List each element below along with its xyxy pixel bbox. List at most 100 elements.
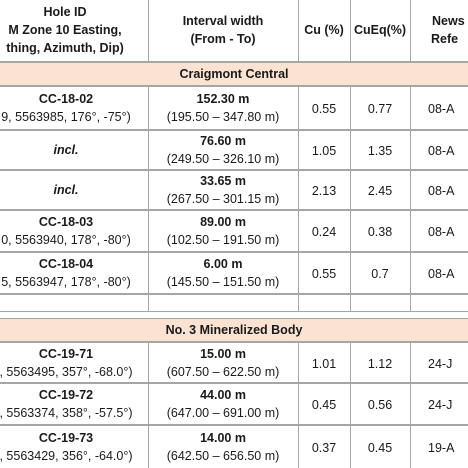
hole-id: CC-18-04 [38, 257, 94, 271]
section-title: Craigmont Central [179, 67, 289, 81]
cu: 0.55 [311, 267, 337, 281]
header-cueq: CuEq(%) [353, 23, 407, 37]
hole-id: CC-19-71 [38, 346, 94, 361]
hole-id: CC-19-73 [38, 431, 94, 445]
cell-border [298, 426, 299, 468]
news-ref: 24-J [428, 398, 453, 412]
hole-id: incl. [53, 143, 79, 157]
interval: 76.60 m [200, 134, 246, 148]
cu: 1.05 [311, 144, 337, 158]
cu: 0.45 [311, 398, 337, 412]
cell-border [350, 171, 351, 209]
cell-border [148, 384, 149, 424]
news-ref: 08-A [428, 144, 455, 158]
cell-border [148, 131, 149, 169]
table-row: CC-18-04 5, 5563947, 178°, -80°) 6.00 m (14… [0, 252, 468, 294]
header-interval: Interval width [182, 14, 264, 28]
cell-border [350, 87, 351, 129]
interval: 15.00 m [200, 346, 246, 361]
header-news: News [432, 14, 465, 28]
interval: 6.00 m [203, 257, 243, 271]
cueq: 0.7 [371, 267, 389, 281]
cell-border [148, 295, 149, 311]
hole-id: 0, 5563940, 178°, -80°) [1, 233, 131, 247]
interval: 33.65 m [200, 174, 246, 188]
section-row: No. 3 Mineralized Body [0, 318, 468, 342]
cell-border [410, 295, 411, 311]
cell-border [410, 87, 411, 129]
cell-border [148, 211, 149, 251]
news-ref: 08-A [428, 102, 455, 116]
cueq: 2.45 [367, 184, 393, 198]
cell-border [350, 131, 351, 169]
cell-border [298, 253, 299, 293]
hole-id: CC-18-03 [38, 215, 94, 229]
table-row: CC-18-03 0, 5563940, 178°, -80°) 89.00 m (1… [0, 210, 468, 252]
hole-id: 9, 5563985, 176°, -75°) [1, 110, 131, 124]
interval: (249.50 – 326.10 m) [166, 152, 280, 166]
table-row: incl. 76.60 m (249.50 – 326.10 m) 1.05 1.35 0… [0, 130, 468, 170]
section-row: Craigmont Central [0, 62, 468, 86]
cu: 0.55 [311, 102, 337, 116]
header-hole: Hole ID [43, 5, 87, 19]
cell-border [148, 87, 149, 129]
cell-border [410, 131, 411, 169]
news-ref: 19-A [428, 441, 455, 455]
cueq: 0.38 [367, 225, 393, 239]
cell-border [148, 171, 149, 209]
hole-id: , 5563374, 358°, -57.5°) [0, 406, 133, 420]
interval: 89.00 m [200, 215, 246, 229]
cell-border [350, 211, 351, 251]
cell-border [298, 171, 299, 209]
interval: (642.50 – 656.50 m) [166, 449, 280, 463]
news-ref: 08-A [428, 184, 455, 198]
cell-border [410, 0, 411, 61]
cell-border [350, 426, 351, 468]
cell-border [298, 384, 299, 424]
news-ref: 08-A [428, 267, 455, 281]
cell-border [410, 384, 411, 424]
cueq: 0.45 [367, 441, 393, 455]
table-row: CC-19-72 , 5563374, 358°, -57.5°) 44.00 m (… [0, 383, 468, 425]
cell-border [298, 295, 299, 311]
section-title: No. 3 Mineralized Body [165, 323, 303, 337]
news-ref: 24-J [428, 356, 453, 371]
cell-border [350, 295, 351, 311]
cell-border [298, 0, 299, 61]
cell-border [148, 253, 149, 293]
header-cu: Cu (%) [304, 23, 344, 37]
cueq: 1.12 [367, 356, 393, 371]
cueq: 1.35 [367, 144, 393, 158]
cell-border [350, 0, 351, 61]
table-row: CC-18-02 9, 5563985, 176°, -75°) 152.30 m (… [0, 86, 468, 130]
table-row: incl. 33.65 m (267.50 – 301.15 m) 2.13 2.45 0… [0, 170, 468, 210]
interval: 14.00 m [200, 431, 246, 445]
hole-id: CC-19-72 [38, 388, 94, 402]
header-interval: (From - To) [190, 32, 256, 46]
hole-id: , 5563495, 357°, -68.0°) [0, 364, 133, 379]
cu: 0.37 [311, 441, 337, 455]
cell-border [410, 171, 411, 209]
cell-border [298, 343, 299, 382]
cell-border [148, 426, 149, 468]
cell-border [298, 87, 299, 129]
interval: (102.50 – 191.50 m) [166, 233, 280, 247]
interval: (647.00 – 691.00 m) [166, 406, 280, 420]
cu: 2.13 [311, 184, 337, 198]
cell-border [148, 343, 149, 382]
cell-border [410, 211, 411, 251]
table-row [0, 294, 468, 312]
cell-border [350, 384, 351, 424]
cueq: 0.56 [367, 398, 393, 412]
interval: (607.50 – 622.50 m) [166, 364, 280, 379]
cell-border [350, 343, 351, 382]
cell-border [148, 0, 149, 61]
hole-id: incl. [53, 183, 79, 197]
header-hole: thing, Azimuth, Dip) [6, 41, 124, 55]
cell-border [410, 343, 411, 382]
header-news: Refe [431, 32, 459, 46]
hole-id: CC-18-02 [38, 92, 94, 106]
interval: 152.30 m [196, 92, 250, 106]
cell-border [298, 131, 299, 169]
